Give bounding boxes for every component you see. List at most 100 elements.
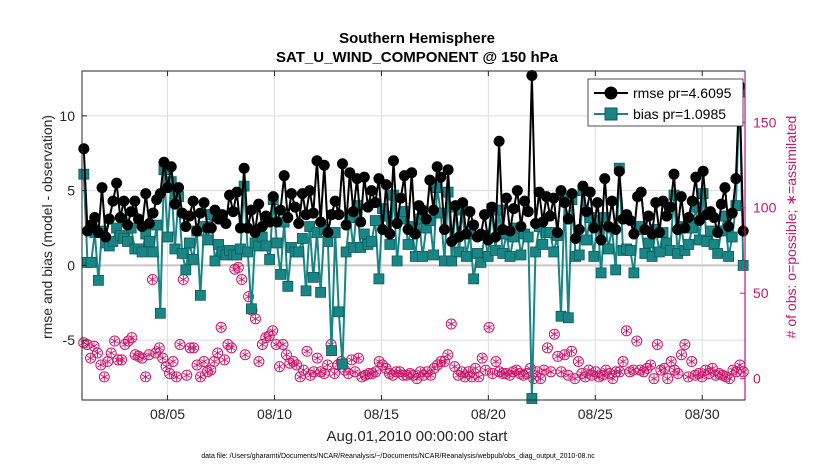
obs-marker xyxy=(215,321,227,333)
rmse-marker xyxy=(693,215,705,227)
rmse-marker xyxy=(395,192,407,204)
rmse-marker xyxy=(275,204,287,216)
rmse-marker xyxy=(479,209,491,221)
rmse-marker xyxy=(468,219,480,231)
obs-marker xyxy=(146,274,158,286)
bias-marker xyxy=(460,251,472,262)
obs-marker xyxy=(541,342,553,354)
obs-marker xyxy=(445,318,457,330)
obs-marker xyxy=(198,356,210,368)
rmse-marker xyxy=(129,195,141,207)
rmse-marker xyxy=(500,192,512,204)
rmse-marker xyxy=(391,218,403,230)
rmse-marker xyxy=(406,167,418,179)
obs-marker xyxy=(370,366,382,378)
obs-marker xyxy=(140,371,152,383)
rmse-marker xyxy=(522,206,534,218)
rmse-marker xyxy=(690,171,702,183)
obs-marker xyxy=(232,262,244,274)
rmse-marker xyxy=(340,219,352,231)
rmse-marker xyxy=(162,182,174,194)
rmse-marker xyxy=(664,201,676,213)
rmse-marker xyxy=(147,207,159,219)
obs-marker xyxy=(301,345,313,357)
rmse-marker xyxy=(435,171,447,183)
rmse-marker xyxy=(679,222,691,234)
rmse-marker xyxy=(726,207,738,219)
obs-marker xyxy=(631,335,643,347)
bias-marker xyxy=(366,236,378,247)
bias-marker xyxy=(187,254,199,265)
rmse-marker xyxy=(581,206,593,218)
bias-marker xyxy=(180,264,192,276)
rmse-marker xyxy=(420,213,432,225)
rmse-marker xyxy=(336,158,348,170)
rmse-marker xyxy=(504,225,516,237)
obs-marker xyxy=(380,362,392,374)
y-tick-label: 10 xyxy=(59,108,75,124)
rmse-marker xyxy=(635,186,647,198)
bias-marker xyxy=(628,267,640,279)
bias-marker xyxy=(708,239,720,250)
rmse-marker xyxy=(591,197,603,209)
rmse-marker xyxy=(114,212,126,224)
obs-marker xyxy=(672,368,684,380)
y-axis-right: 0 50 100 150 xyxy=(740,71,777,400)
rmse-marker xyxy=(107,195,119,207)
rmse-marker xyxy=(180,221,192,233)
obs-marker xyxy=(311,352,323,364)
obs-marker xyxy=(277,338,289,350)
bias-marker xyxy=(391,255,403,267)
obs-marker xyxy=(109,335,121,347)
bias-marker xyxy=(184,237,195,249)
rmse-marker xyxy=(165,161,177,173)
rmse-marker xyxy=(169,198,181,210)
bias-marker xyxy=(530,246,541,258)
bias-marker xyxy=(573,249,585,261)
rmse-marker xyxy=(628,228,640,240)
bias-marker xyxy=(595,267,607,279)
bias-marker xyxy=(504,251,516,262)
bias-marker xyxy=(446,255,458,267)
rmse-marker xyxy=(697,165,709,177)
rmse-marker xyxy=(125,206,137,218)
rmse-series xyxy=(78,69,749,247)
rmse-marker xyxy=(271,216,283,228)
x-tick-label: 08/10 xyxy=(257,406,292,422)
bias-marker xyxy=(307,271,319,283)
bias-marker xyxy=(176,248,188,259)
bias-marker xyxy=(588,251,600,262)
obs-marker xyxy=(274,361,286,373)
rmse-marker xyxy=(606,195,618,207)
bias-marker xyxy=(712,248,724,259)
y-axis-left: -5 0 5 10 xyxy=(59,108,87,348)
obs-marker xyxy=(620,325,632,337)
rmse-marker xyxy=(194,207,206,219)
footnote: data file: /Users/gharamti/Documents/NCA… xyxy=(201,453,595,460)
rmse-marker xyxy=(333,209,345,221)
bias-marker xyxy=(202,234,214,246)
rmse-marker xyxy=(442,164,454,176)
rmse-marker xyxy=(89,212,101,224)
bias-marker xyxy=(468,273,480,285)
obs-marker xyxy=(562,369,574,381)
rmse-marker xyxy=(708,212,720,224)
rmse-marker xyxy=(143,218,155,230)
bias-marker xyxy=(333,306,345,318)
bias-marker xyxy=(475,257,487,268)
rmse-marker xyxy=(551,227,563,239)
rmse-marker xyxy=(548,192,560,204)
rmse-marker xyxy=(78,143,90,155)
rmse-marker xyxy=(245,204,257,216)
obs-marker xyxy=(662,373,674,385)
rmse-marker xyxy=(384,228,396,240)
obs-marker xyxy=(105,347,117,359)
rmse-marker xyxy=(347,206,359,218)
obs-marker xyxy=(648,373,660,385)
rmse-marker xyxy=(205,222,217,234)
rmse-marker xyxy=(409,228,421,240)
obs-marker xyxy=(651,338,663,350)
bias-marker xyxy=(624,245,636,256)
bias-marker xyxy=(373,273,385,285)
bias-marker xyxy=(653,246,665,258)
